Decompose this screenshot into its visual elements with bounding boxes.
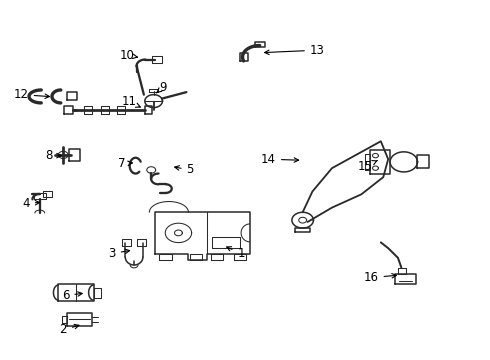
Text: 12: 12	[14, 88, 49, 101]
Text: 6: 6	[62, 289, 82, 302]
Text: 16: 16	[364, 271, 396, 284]
Text: 7: 7	[118, 157, 132, 170]
Text: 5: 5	[174, 163, 194, 176]
Text: 11: 11	[121, 95, 140, 108]
Text: 1: 1	[227, 247, 245, 260]
Text: 9: 9	[156, 81, 167, 94]
Text: 4: 4	[23, 197, 40, 210]
Text: 8: 8	[45, 149, 61, 162]
Text: 15: 15	[357, 160, 377, 173]
Text: 3: 3	[108, 247, 130, 260]
Text: 2: 2	[59, 323, 79, 336]
Text: 13: 13	[265, 44, 325, 57]
Text: 10: 10	[120, 49, 137, 62]
Text: 14: 14	[261, 153, 298, 166]
